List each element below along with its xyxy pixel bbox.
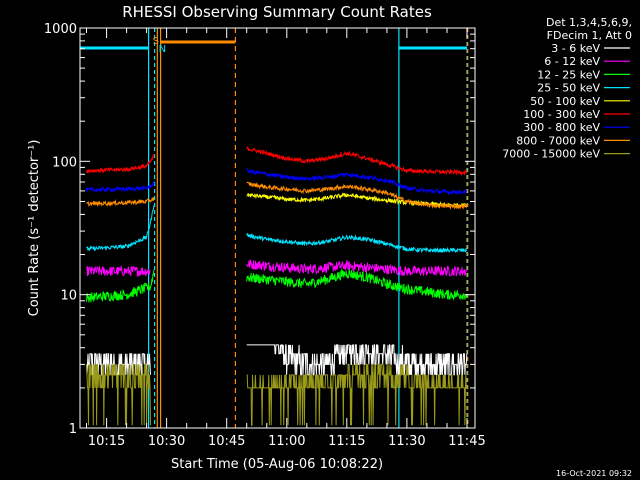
series-line: [246, 363, 467, 426]
series-line: [246, 181, 468, 210]
x-tick-label: 11:30: [388, 434, 425, 449]
y-tick-label: 10: [60, 289, 77, 304]
axes: 1 10 100 1000 10:15 10:30 10:45 11:00 11:15 11:30…: [44, 22, 486, 449]
y-tick-label: 100: [52, 155, 77, 170]
series-line: [86, 153, 155, 174]
series-line: [86, 269, 155, 303]
x-tick-label: 10:15: [88, 434, 125, 449]
series-line: [86, 196, 155, 208]
series-line: [246, 268, 467, 301]
x-tick-label: 10:45: [208, 434, 245, 449]
legend-item-label: 6 - 12 keV: [544, 55, 600, 68]
series-line: [246, 232, 468, 254]
series-line: [246, 167, 468, 196]
series-line: [246, 259, 468, 277]
flag-label-n: N: [159, 44, 166, 55]
flag-label-s: S: [153, 36, 159, 47]
series-line: [86, 204, 155, 252]
plot-frame: [79, 27, 476, 429]
y-tick-label: 1000: [44, 22, 77, 37]
timestamp: 16-Oct-2021 09:32: [556, 469, 632, 478]
y-axis-label: Count Rate (s⁻¹ detector⁻¹): [27, 140, 42, 317]
legend-item-label: 25 - 50 keV: [537, 82, 600, 95]
chart-title: RHESSI Observing Summary Count Rates: [122, 3, 432, 21]
data-gap-flags: SN: [80, 28, 469, 428]
x-tick-label: 11:15: [328, 434, 365, 449]
legend-item-label: 100 - 300 keV: [523, 108, 600, 121]
legend-item-label: 12 - 25 keV: [537, 68, 600, 81]
series-line: [246, 145, 468, 176]
legend-item-label: 3 - 6 keV: [551, 42, 600, 55]
legend-header-1: Det 1,3,4,5,6,9,: [546, 16, 632, 29]
x-tick-label: 10:30: [148, 434, 185, 449]
legend-item-label: 7000 - 15000 keV: [502, 148, 600, 161]
legend-item-label: 50 - 100 keV: [530, 95, 600, 108]
legend-item-label: 300 - 800 keV: [523, 121, 600, 134]
series-line: [86, 264, 151, 277]
y-tick-label: 1: [69, 422, 77, 437]
series-line: [86, 363, 151, 426]
x-axis-label: Start Time (05-Aug-06 10:08:22): [171, 457, 383, 472]
series-layer: [86, 145, 468, 426]
legend-item-label: 800 - 7000 keV: [516, 134, 600, 147]
x-tick-label: 11:45: [448, 434, 485, 449]
legend: Det 1,3,4,5,6,9, FDecim 1, Att 0 3 - 6 k…: [502, 16, 632, 161]
series-line: [86, 353, 151, 376]
legend-header-2: FDecim 1, Att 0: [547, 29, 632, 42]
series-line: [86, 180, 155, 194]
x-tick-label: 11:00: [268, 434, 305, 449]
